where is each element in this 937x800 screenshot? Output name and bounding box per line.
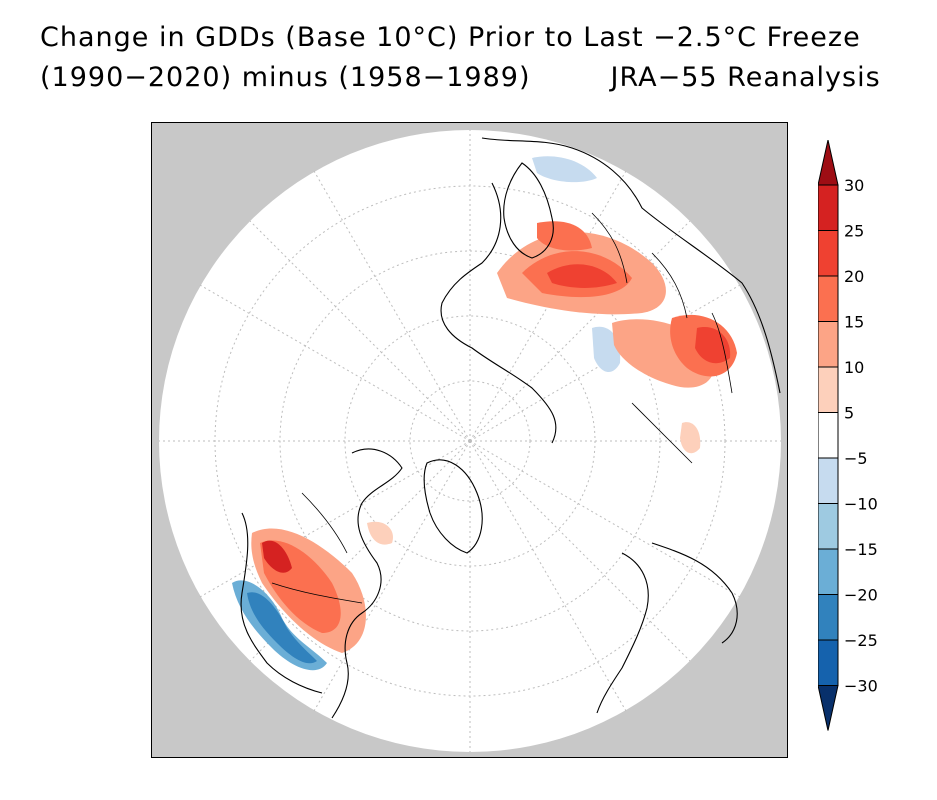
europe-warm-peak	[547, 264, 617, 288]
colorbar-box	[818, 184, 839, 231]
us-warm-peak	[262, 540, 292, 573]
anomaly-field-europe	[497, 156, 666, 373]
colorbar-box	[818, 503, 839, 550]
colorbar-tick-label: −20	[844, 586, 878, 605]
colorbar-tick-label: 30	[844, 176, 864, 195]
colorbar-labels: 30 25 20 15 10 5 −5 −10 −15 −20 −25 −30	[844, 176, 878, 696]
colorbar-box	[818, 321, 839, 368]
scandinavia-cool	[532, 156, 597, 183]
colorbar-box	[818, 594, 839, 641]
colorbar-box	[818, 639, 839, 686]
map-frame	[151, 122, 788, 758]
dataset-label: JRA−55 Reanalysis	[610, 62, 881, 93]
colorbar-tick-label: 5	[844, 404, 854, 423]
west-cool-core	[247, 592, 317, 664]
africa-coast	[596, 552, 649, 714]
map-title-line2: (1990−2020) minus (1958−1989) JRA−55 Rean…	[40, 62, 937, 93]
polar-map	[159, 130, 781, 752]
colorbar-box	[818, 230, 839, 277]
country-borders	[271, 212, 733, 604]
colorbar-tick-label: 25	[844, 222, 864, 241]
map-title-line1: Change in GDDs (Base 10°C) Prior to Last…	[40, 22, 861, 53]
scandinavia-warm	[537, 221, 592, 251]
colorbar-tick-label: −5	[844, 449, 868, 468]
colorbar-tick-label: 10	[844, 358, 864, 377]
colorbar-boxes	[818, 140, 839, 731]
iran-warm-peak	[695, 327, 731, 364]
colorbar-tick-label: 20	[844, 267, 864, 286]
colorbar-tick-label: −10	[844, 495, 878, 514]
anomaly-field-north-america	[232, 521, 393, 671]
north-america-coast	[240, 448, 403, 719]
colorbar-tick-label: −25	[844, 631, 878, 650]
balkans-cool	[592, 326, 621, 373]
colorbar-tick-label: 15	[844, 313, 864, 332]
colorbar-box	[818, 275, 839, 322]
arabia-warm	[680, 422, 701, 454]
colorbar-tick-label: −15	[844, 540, 878, 559]
colorbar-bottom-triangle	[818, 685, 839, 731]
arabia-coast	[651, 542, 738, 644]
greenland-warm	[367, 521, 393, 545]
scandinavia-coast	[503, 162, 554, 259]
colorbar: 30 25 20 15 10 5 −5 −10 −15 −20 −25 −30	[818, 140, 878, 731]
period-label: (1990−2020) minus (1958−1989)	[40, 62, 531, 93]
eurasia-coast	[440, 137, 781, 444]
colorbar-box	[818, 548, 839, 595]
colorbar-tick-label: −30	[844, 677, 878, 696]
colorbar-box	[818, 366, 839, 413]
coastlines	[240, 137, 781, 719]
anomaly-field-middle-east	[612, 314, 737, 454]
colorbar-box	[818, 412, 839, 459]
greenland-coast	[423, 459, 483, 554]
colorbar-box	[818, 457, 839, 504]
colorbar-top-triangle	[818, 140, 839, 186]
